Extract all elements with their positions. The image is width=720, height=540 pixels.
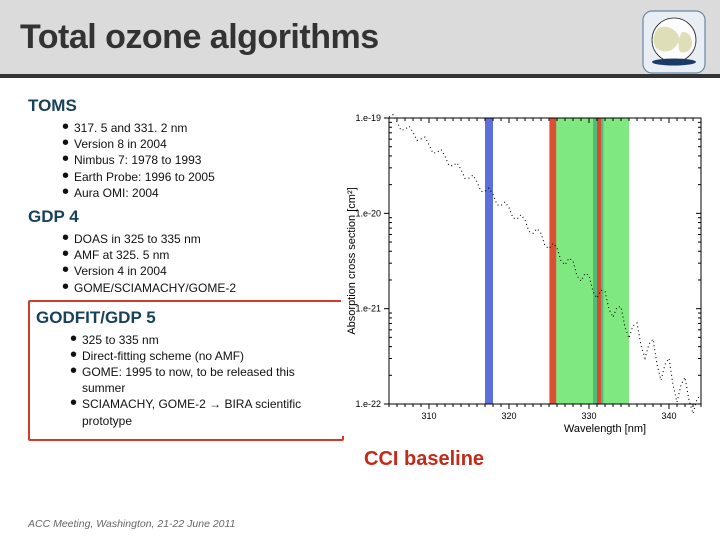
svg-text:Absorption cross section [cm²]: Absorption cross section [cm²] [346, 187, 358, 334]
left-column: TOMS 317. 5 and 331. 2 nm Version 8 in 2… [28, 96, 348, 441]
list-item: Nimbus 7: 1978 to 1993 [62, 152, 348, 168]
list-item: SCIAMACHY, GOME-2 → BIRA scientific prot… [70, 396, 336, 428]
svg-text:1.e-20: 1.e-20 [355, 208, 381, 218]
list-item: Aura OMI: 2004 [62, 185, 348, 201]
gdp4-list: DOAS in 325 to 335 nm AMF at 325. 5 nm V… [62, 231, 348, 296]
svg-text:Wavelength [nm]: Wavelength [nm] [564, 423, 646, 435]
svg-text:320: 320 [501, 411, 516, 421]
page-title: Total ozone algorithms [20, 18, 379, 57]
list-item: 317. 5 and 331. 2 nm [62, 120, 348, 136]
header: Total ozone algorithms [0, 0, 720, 78]
godfit-highlight-box: GODFIT/GDP 5 325 to 335 nm Direct-fittin… [28, 300, 344, 441]
svg-text:1.e-21: 1.e-21 [355, 304, 381, 314]
svg-text:340: 340 [661, 411, 676, 421]
cci-baseline-label: CCI baseline [364, 448, 484, 471]
list-item: Version 4 in 2004 [62, 263, 348, 279]
list-item: GOME: 1995 to now, to be released this s… [70, 364, 336, 396]
godfit-list: 325 to 335 nm Direct-fitting scheme (no … [70, 332, 336, 429]
list-item: 325 to 335 nm [70, 332, 336, 348]
list-item: AMF at 325. 5 nm [62, 247, 348, 263]
toms-list: 317. 5 and 331. 2 nm Version 8 in 2004 N… [62, 120, 348, 201]
section-heading-toms: TOMS [28, 96, 348, 116]
svg-text:1.e-22: 1.e-22 [355, 399, 381, 409]
list-item: GOME/SCIAMACHY/GOME-2 [62, 280, 348, 296]
section-heading-gdp4: GDP 4 [28, 207, 348, 227]
chart-svg: 310 320 330 340 Wavelength [nm] 1.e-22 1.e-21 1… [341, 106, 711, 436]
section-heading-godfit: GODFIT/GDP 5 [36, 308, 336, 328]
list-item: Version 8 in 2004 [62, 136, 348, 152]
absorption-chart: 310 320 330 340 Wavelength [nm] 1.e-22 1.e-21 1… [341, 106, 711, 436]
list-item: Earth Probe: 1996 to 2005 [62, 169, 348, 185]
list-item: Direct-fitting scheme (no AMF) [70, 348, 336, 364]
globe-logo-icon [642, 10, 706, 74]
svg-text:330: 330 [581, 411, 596, 421]
svg-text:1.e-19: 1.e-19 [355, 113, 381, 123]
list-item: DOAS in 325 to 335 nm [62, 231, 348, 247]
svg-text:310: 310 [421, 411, 436, 421]
footer-text: ACC Meeting, Washington, 21-22 June 2011 [28, 518, 235, 530]
